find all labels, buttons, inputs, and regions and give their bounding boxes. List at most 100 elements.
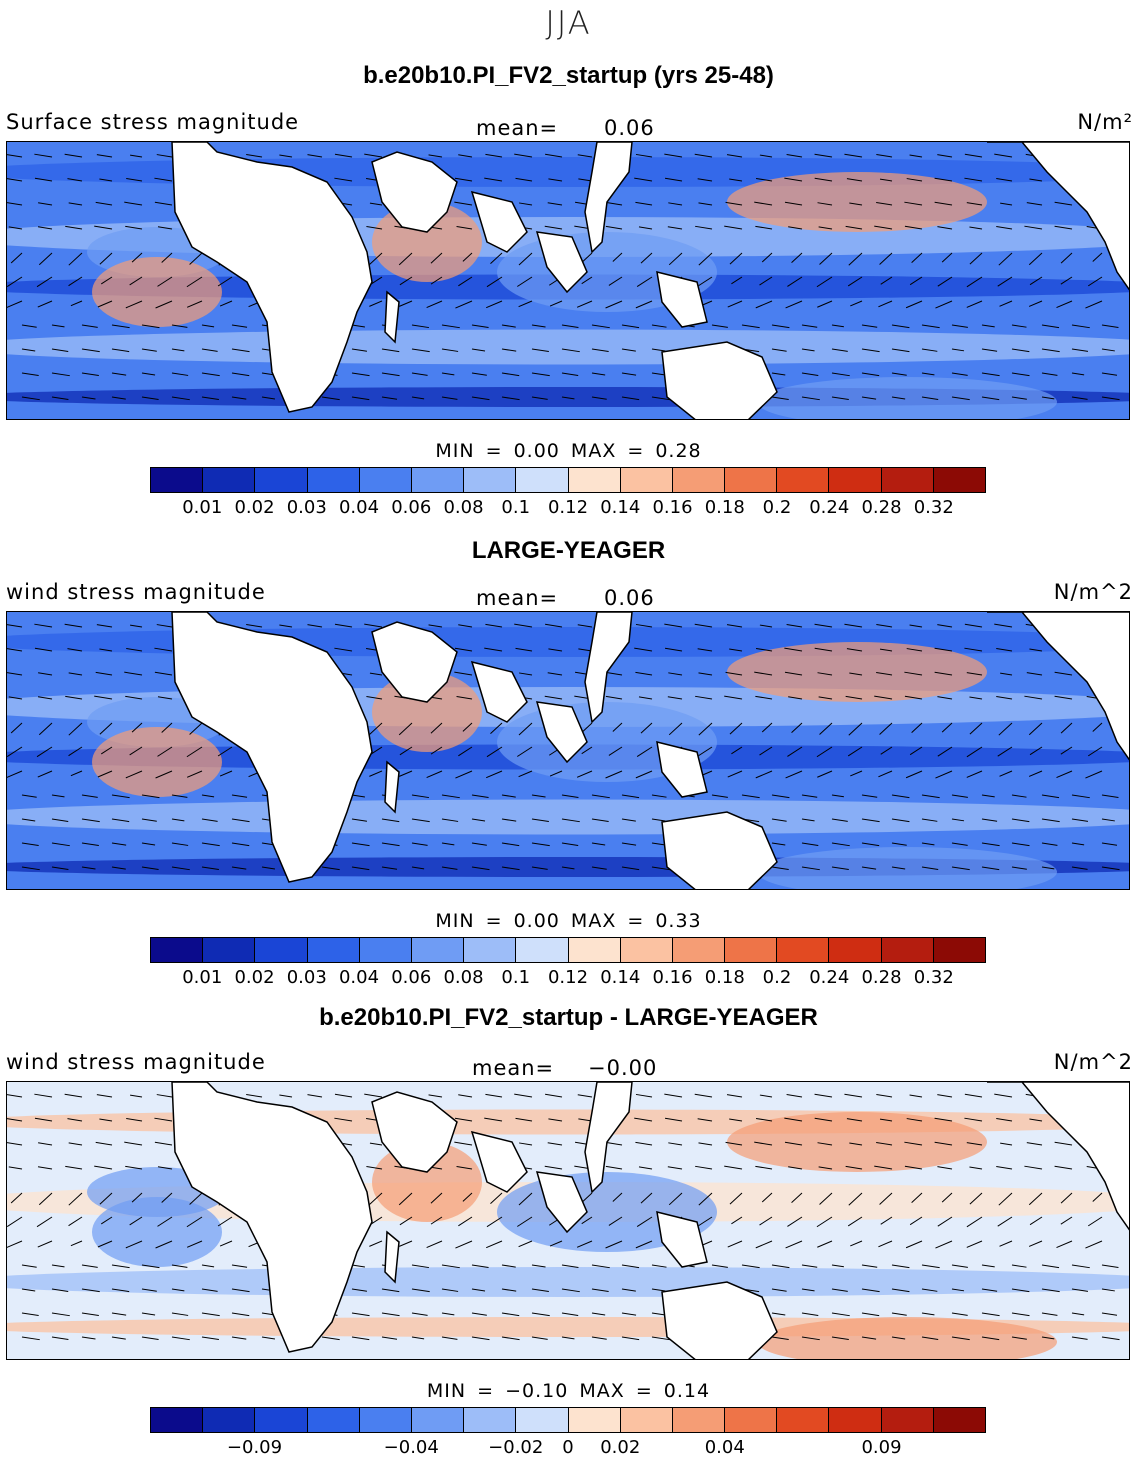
wind-vector — [10, 722, 23, 734]
wind-vector — [517, 1216, 533, 1227]
wind-vector — [561, 794, 579, 798]
wind-vector — [441, 348, 459, 352]
wind-vector — [81, 842, 99, 847]
wind-vector — [999, 770, 1013, 777]
panel-2-colorbar — [150, 937, 986, 963]
wind-vector — [126, 647, 143, 652]
wind-vector — [398, 252, 413, 266]
wind-vector — [729, 648, 743, 652]
wind-vector — [844, 1093, 863, 1098]
wind-vector — [1026, 672, 1043, 676]
wind-vector — [698, 202, 713, 206]
wind-vector — [761, 722, 773, 733]
wind-vector — [231, 866, 247, 870]
wind-vector — [591, 818, 609, 823]
wind-vector — [441, 1336, 458, 1340]
wind-vector — [1101, 1288, 1115, 1292]
wind-vector — [186, 1216, 203, 1228]
panel-1-max-value: 0.28 — [655, 440, 702, 462]
wind-vector — [201, 1288, 218, 1292]
wind-vector — [21, 842, 39, 847]
wind-vector — [456, 1166, 473, 1170]
wind-vector — [186, 746, 203, 758]
wind-vector — [201, 1336, 219, 1341]
wind-vector — [428, 154, 443, 158]
wind-vector — [430, 1216, 443, 1225]
colorbar-swatch — [516, 938, 569, 962]
colorbar-tick-label: −0.09 — [226, 1437, 283, 1458]
wind-vector — [171, 866, 190, 871]
wind-vector — [351, 348, 368, 352]
colorbar-tick-label: 0.32 — [913, 967, 954, 988]
contour-patch — [92, 727, 222, 797]
wind-vector — [411, 842, 428, 846]
wind-vector — [891, 1336, 906, 1340]
wind-vector — [36, 746, 53, 758]
wind-vector — [64, 1093, 83, 1098]
wind-vector — [711, 1264, 728, 1268]
wind-vector — [727, 1240, 743, 1248]
wind-vector — [608, 746, 623, 756]
wind-vector — [697, 178, 713, 182]
wind-vector — [157, 746, 173, 757]
wind-vector — [785, 770, 803, 779]
wind-vector — [909, 746, 923, 756]
wind-vector — [1071, 866, 1088, 870]
wind-vector — [731, 746, 743, 755]
panel-2-min-label: MIN = — [435, 910, 503, 932]
wind-vector — [1041, 1264, 1060, 1269]
panel-2-map — [6, 611, 1130, 890]
wind-vector — [364, 623, 383, 628]
wind-vector — [484, 647, 503, 652]
wind-vector — [784, 1117, 803, 1122]
wind-vector — [51, 396, 69, 400]
wind-vector — [591, 1312, 606, 1316]
wind-vector — [171, 794, 188, 798]
wind-vector — [1101, 866, 1120, 871]
wind-vector — [819, 1192, 833, 1205]
wind-vector — [1101, 1264, 1119, 1268]
wind-vector — [651, 1336, 670, 1341]
wind-vector — [321, 1336, 340, 1341]
wind-vector — [605, 225, 623, 230]
wind-vector — [814, 1093, 833, 1098]
wind-vector — [441, 372, 455, 376]
wind-vector — [951, 1288, 965, 1292]
wind-vector — [34, 647, 53, 652]
wind-vector — [1101, 794, 1119, 798]
colorbar-tick-label: 0.2 — [762, 497, 792, 518]
wind-vector — [189, 1192, 203, 1205]
wind-vector — [171, 1264, 188, 1268]
wind-vector — [981, 396, 1000, 401]
wind-vector — [94, 1165, 113, 1170]
wind-vector — [111, 324, 130, 329]
wind-vector — [1000, 672, 1013, 676]
wind-vector — [364, 1093, 383, 1098]
wind-vector — [321, 396, 340, 401]
wind-vector — [784, 671, 803, 676]
wind-vector — [471, 842, 487, 846]
wind-vector — [531, 1312, 550, 1317]
wind-vector — [366, 226, 383, 230]
wind-vector — [518, 300, 533, 308]
wind-vector — [591, 1288, 609, 1293]
colorbar-tick-label: 0.16 — [652, 497, 693, 518]
wind-vector — [981, 372, 1000, 377]
wind-vector — [848, 252, 863, 266]
wind-vector — [441, 818, 459, 822]
wind-vector — [561, 396, 575, 400]
wind-vector — [755, 300, 773, 309]
wind-vector — [788, 226, 803, 230]
wind-vector — [430, 722, 443, 734]
wind-vector — [861, 396, 877, 400]
wind-vector — [951, 1264, 968, 1268]
contour-patch — [92, 257, 222, 327]
colorbar-swatch — [672, 938, 726, 962]
wind-vector — [124, 201, 143, 206]
wind-vector — [999, 300, 1013, 307]
wind-vector — [755, 1117, 773, 1122]
wind-vector — [547, 672, 563, 676]
wind-vector — [561, 1288, 580, 1293]
colorbar-tick-label: 0.18 — [704, 497, 745, 518]
wind-vector — [966, 202, 983, 206]
